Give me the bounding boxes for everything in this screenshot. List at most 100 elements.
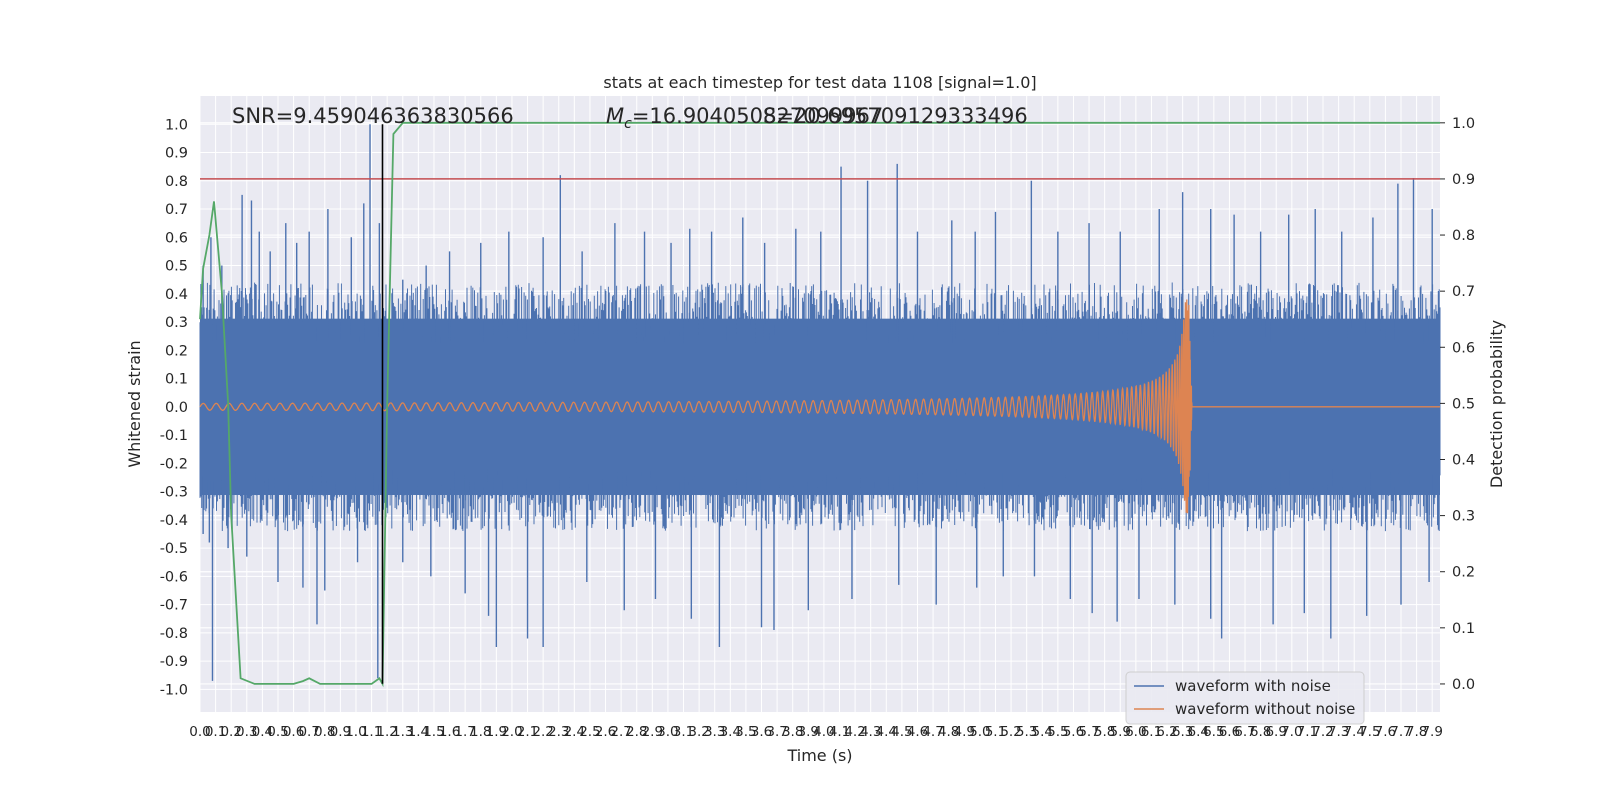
x-tick-label: 3.3 <box>704 724 725 740</box>
chart-title: stats at each timestep for test data 110… <box>603 73 1036 92</box>
x-tick-label: 2.4 <box>564 724 585 740</box>
y-tick-label: 0.5 <box>165 259 188 275</box>
y-tick-label: -0.1 <box>160 428 188 444</box>
x-tick-label: 4.8 <box>938 724 959 740</box>
x-tick-label: 2.9 <box>642 724 663 740</box>
y-tick-label: 0.7 <box>165 202 188 218</box>
y2-tick-label: 0.6 <box>1452 340 1475 356</box>
y2-tick-labels: 1.0 0.9 0.8 0.7 0.6 0.5 0.4 0.3 0.2 0.1 0.0 <box>1440 116 1475 693</box>
x-tick-label: 4.7 <box>922 724 943 740</box>
y-tick-label: -0.8 <box>160 626 188 642</box>
x-tick-label: 7.2 <box>1312 724 1333 740</box>
x-tick-label: 2.6 <box>595 724 616 740</box>
overlap-value: =20.695709129333496 <box>776 104 1027 128</box>
x-tick-label: 5.5 <box>1047 724 1068 740</box>
legend-label-clean: waveform without noise <box>1175 700 1355 718</box>
chirp-mass-annotation: Mc=16.904050827099967 <box>606 104 883 132</box>
x-tick-label: 6.5 <box>1203 724 1224 740</box>
y-tick-labels: 1.0 0.9 0.8 0.7 0.6 0.5 0.4 0.3 0.2 0.1 0.0 -0.1 -0.… <box>160 117 188 698</box>
x-tick-label: 0.8 <box>314 724 335 740</box>
y2-tick-label: 0.9 <box>1452 172 1475 188</box>
x-tick-label: 6.7 <box>1234 724 1255 740</box>
legend: waveform with noise waveform without noi… <box>1125 671 1365 725</box>
x-tick-label: 2.5 <box>579 724 600 740</box>
x-tick-label: 2.1 <box>517 724 538 740</box>
chirp-mass-symbol: M <box>606 104 624 128</box>
y-tick-label: -0.7 <box>160 598 188 614</box>
x-tick-label: 7.6 <box>1375 724 1396 740</box>
x-tick-label: 0.7 <box>298 724 319 740</box>
x-tick-label: 0.0 <box>189 724 210 740</box>
x-tick-label: 3.0 <box>657 724 678 740</box>
snr-annotation: SNR=9.459046363830566 <box>232 104 514 128</box>
x-tick-label: 7.0 <box>1281 724 1302 740</box>
x-tick-label: 7.1 <box>1297 724 1318 740</box>
clean-chirp-line <box>199 299 1440 514</box>
x-tick-label: 4.3 <box>860 724 881 740</box>
y-tick-label: -0.6 <box>160 569 188 585</box>
x-tick-label: 7.9 <box>1421 724 1442 740</box>
x-tick-label: 4.0 <box>813 724 834 740</box>
y2-tick-label: 0.5 <box>1452 396 1475 412</box>
y2-tick-label: 0.0 <box>1452 677 1475 693</box>
y-tick-label: 0.9 <box>165 146 188 162</box>
x-tick-label: 0.5 <box>267 724 288 740</box>
x-tick-label: 5.4 <box>1032 724 1053 740</box>
legend-box <box>1125 671 1365 725</box>
overlap-annotation: S=20.695709129333496 <box>763 104 1028 128</box>
x-tick-label: 1.0 <box>345 724 366 740</box>
chirp-mass-value: =16.904050827099967 <box>632 104 883 128</box>
x-tick-label: 2.0 <box>501 724 522 740</box>
overlap-symbol: S <box>763 104 776 128</box>
y-tick-label: 1.0 <box>165 117 188 133</box>
detection-probability-line <box>199 121 1440 688</box>
y2-axis-label: Detection probability <box>1487 320 1506 488</box>
x-tick-label: 6.6 <box>1219 724 1240 740</box>
y-tick-label: 0.0 <box>165 400 188 416</box>
x-tick-label: 0.6 <box>283 724 304 740</box>
y-tick-label: 0.8 <box>165 174 188 190</box>
y2-tick-label: 0.2 <box>1452 565 1475 581</box>
x-tick-label: 3.5 <box>735 724 756 740</box>
x-tick-label: 0.1 <box>205 724 226 740</box>
y-tick-label: -0.2 <box>160 456 188 472</box>
x-tick-label: 3.2 <box>688 724 709 740</box>
y-tick-label: 0.4 <box>165 287 188 303</box>
x-tick-label: 4.6 <box>907 724 928 740</box>
x-tick-label: 3.4 <box>720 724 741 740</box>
x-tick-label: 5.2 <box>1000 724 1021 740</box>
y2-tick-label: 0.3 <box>1452 509 1475 525</box>
y-axis-label: Whitened strain <box>125 340 144 467</box>
x-tick-label: 1.4 <box>408 724 429 740</box>
x-tick-label: 1.8 <box>470 724 491 740</box>
x-tick-label: 4.9 <box>954 724 975 740</box>
x-tick-label: 6.1 <box>1141 724 1162 740</box>
y-tick-label: -0.3 <box>160 485 188 501</box>
x-tick-label: 0.2 <box>220 724 241 740</box>
x-tick-label: 6.3 <box>1172 724 1193 740</box>
x-tick-label: 5.8 <box>1094 724 1115 740</box>
legend-label-noise: waveform with noise <box>1175 677 1331 695</box>
x-tick-label: 5.7 <box>1078 724 1099 740</box>
x-tick-label: 5.1 <box>985 724 1006 740</box>
y-tick-label: 0.3 <box>165 315 188 331</box>
y2-tick-label: 0.4 <box>1452 452 1475 468</box>
y-tick-label: -0.5 <box>160 541 188 557</box>
x-tick-label: 0.4 <box>252 724 273 740</box>
y-tick-label: 0.2 <box>165 343 188 359</box>
x-tick-label: 4.5 <box>891 724 912 740</box>
x-tick-label: 7.5 <box>1359 724 1380 740</box>
x-tick-label: 1.1 <box>361 724 382 740</box>
x-tick-label: 7.4 <box>1343 724 1364 740</box>
x-tick-label: 5.3 <box>1016 724 1037 740</box>
y2-tick-label: 0.8 <box>1452 228 1475 244</box>
x-tick-label: 3.9 <box>798 724 819 740</box>
chirp-mass-subscript: c <box>624 116 632 132</box>
y-tick-label: 0.1 <box>165 372 188 388</box>
series-detection-probability <box>199 121 1440 688</box>
x-tick-label: 4.4 <box>876 724 897 740</box>
x-tick-label: 6.4 <box>1187 724 1208 740</box>
y2-tick-label: 1.0 <box>1452 116 1475 132</box>
x-tick-label: 2.3 <box>548 724 569 740</box>
